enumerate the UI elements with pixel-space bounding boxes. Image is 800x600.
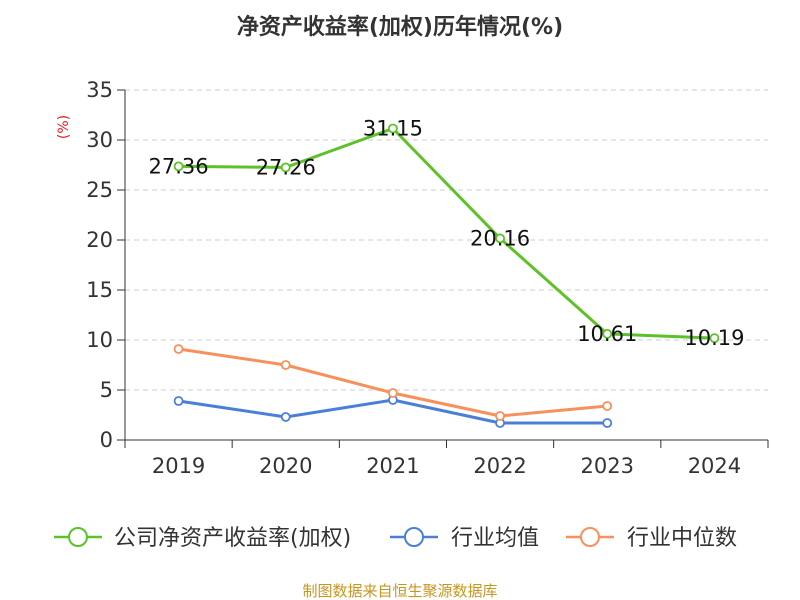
x-tick-label: 2022 — [473, 454, 526, 478]
data-point — [173, 344, 184, 354]
data-label: 31.15 — [363, 117, 423, 141]
data-point — [709, 333, 720, 344]
data-point — [280, 412, 291, 422]
data-label: 10.19 — [684, 326, 744, 350]
data-point — [602, 418, 613, 428]
legend-item-2[interactable]: 行业中位数 — [566, 526, 737, 551]
data-point — [602, 401, 613, 411]
legend-label: 行业中位数 — [627, 526, 737, 551]
y-tick-label: 15 — [86, 278, 113, 302]
legend-marker — [580, 527, 600, 547]
data-labels: 27.36 27.26 31.15 20.16 10.61 10.19 — [149, 117, 745, 351]
data-point — [280, 162, 291, 173]
series-line — [177, 347, 609, 418]
legend-item-0[interactable]: 公司净资产收益率(加权) — [54, 526, 351, 551]
series-line — [177, 127, 716, 340]
grid — [125, 89, 768, 391]
series-2 — [173, 344, 613, 421]
x-tick-label: 2020 — [259, 454, 312, 478]
axes: 0 5 10 15 20 25 30 35 2019 2020 2021 2022 2023 2024 — [86, 78, 769, 478]
y-tick-label: 30 — [86, 128, 113, 152]
y-tick-label: 20 — [86, 228, 113, 252]
y-tick-label: 35 — [86, 78, 113, 102]
legend-marker — [404, 527, 424, 547]
data-point — [602, 328, 613, 339]
legend-label: 公司净资产收益率(加权) — [114, 526, 351, 551]
x-tick-label: 2023 — [581, 454, 634, 478]
y-axis-unit-label: (%) — [56, 115, 72, 139]
data-point — [388, 388, 398, 398]
data-point — [495, 411, 505, 421]
data-point — [173, 161, 184, 172]
series-1 — [173, 395, 613, 428]
y-tick-label: 0 — [100, 428, 113, 452]
x-tick-label: 2019 — [152, 454, 205, 478]
legend-marker — [68, 527, 88, 547]
legend[interactable]: 公司净资产收益率(加权) 行业均值 行业中位数 — [54, 526, 737, 551]
data-label: 27.26 — [256, 155, 316, 179]
legend-label: 行业均值 — [451, 526, 539, 551]
x-tick-label: 2021 — [366, 454, 419, 478]
data-label: 27.36 — [149, 154, 209, 178]
data-label: 10.61 — [577, 322, 637, 346]
data-point — [173, 396, 184, 406]
y-tick-label: 10 — [86, 328, 113, 352]
x-tick-label: 2024 — [688, 454, 741, 478]
y-tick-label: 25 — [86, 178, 113, 202]
series-0 — [173, 123, 720, 344]
chart-title: 净资产收益率(加权)历年情况(%) — [237, 14, 563, 40]
series-layer — [173, 123, 720, 428]
data-point — [388, 123, 398, 134]
source-note: 制图数据来自恒生聚源数据库 — [302, 582, 497, 600]
data-label: 20.16 — [470, 226, 530, 250]
legend-item-1[interactable]: 行业均值 — [390, 526, 539, 551]
data-point — [495, 233, 505, 244]
y-tick-label: 5 — [100, 378, 113, 402]
data-point — [280, 360, 291, 370]
